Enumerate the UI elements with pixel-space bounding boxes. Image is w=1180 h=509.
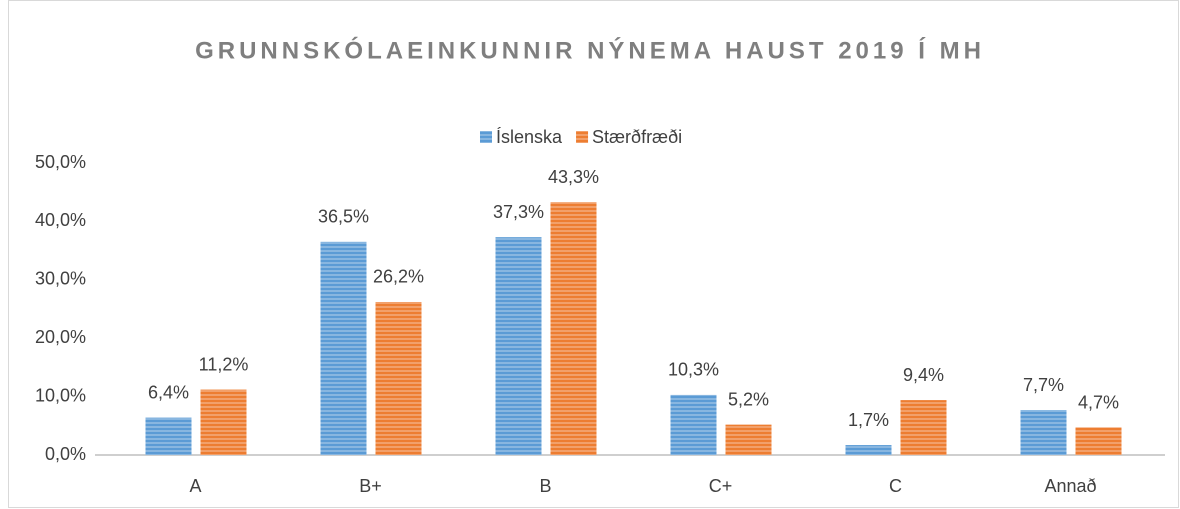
- bar: [1020, 410, 1067, 455]
- value-label: 10,3%: [668, 360, 719, 380]
- bar: [725, 424, 772, 455]
- bar: [670, 394, 717, 455]
- bar: [900, 400, 947, 455]
- value-label: 9,4%: [903, 365, 944, 385]
- y-tick-label: 30,0%: [35, 269, 86, 289]
- value-label: 11,2%: [199, 354, 249, 374]
- bar: [145, 417, 192, 455]
- value-label: 4,7%: [1078, 392, 1119, 412]
- legend-label: Íslenska: [496, 127, 563, 147]
- y-tick-label: 20,0%: [35, 327, 86, 347]
- bar: [320, 241, 367, 455]
- value-label: 43,3%: [548, 167, 599, 187]
- bar: [200, 389, 247, 455]
- value-label: 6,4%: [148, 382, 189, 402]
- value-label: 7,7%: [1023, 375, 1064, 395]
- legend-swatch: [480, 131, 492, 143]
- bar: [375, 301, 422, 455]
- bar: [845, 445, 892, 455]
- value-label: 26,2%: [373, 267, 424, 287]
- value-label: 36,5%: [318, 207, 369, 227]
- bar: [1075, 427, 1122, 455]
- y-tick-label: 10,0%: [35, 385, 86, 405]
- value-label: 1,7%: [848, 410, 889, 430]
- bar: [550, 202, 597, 455]
- x-tick-label: C+: [709, 476, 733, 496]
- y-tick-label: 0,0%: [45, 444, 86, 464]
- y-tick-label: 40,0%: [35, 210, 86, 230]
- legend-swatch: [576, 131, 589, 143]
- chart-title: GRUNNSKÓLAEINKUNNIR NÝNEMA HAUST 2019 Í …: [195, 36, 985, 64]
- x-tick-label: A: [189, 476, 201, 496]
- y-tick-label: 50,0%: [35, 152, 86, 172]
- x-tick-label: B: [539, 476, 551, 496]
- value-label: 37,3%: [493, 202, 544, 222]
- value-label: 5,2%: [728, 389, 769, 409]
- x-tick-label: Annað: [1044, 476, 1096, 496]
- x-tick-label: C: [889, 476, 902, 496]
- legend-label: Stærðfræði: [592, 127, 682, 147]
- x-tick-label: B+: [359, 476, 382, 496]
- bar: [495, 237, 542, 455]
